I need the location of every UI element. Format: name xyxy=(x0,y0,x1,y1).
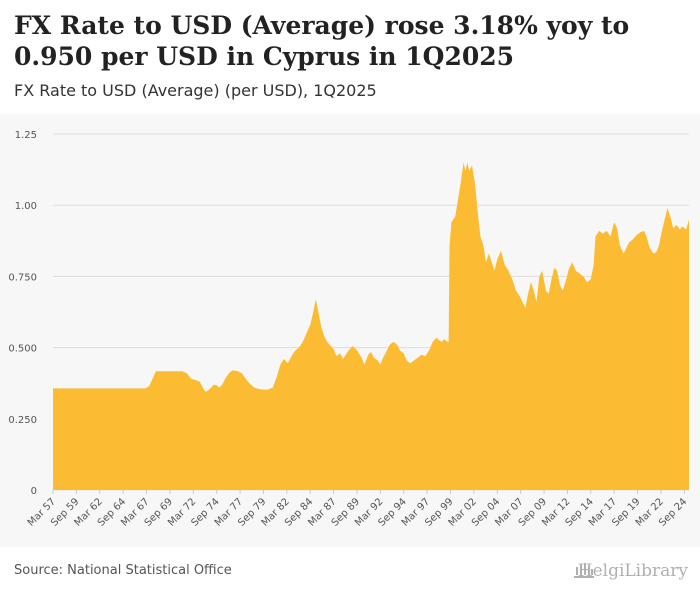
y-tick-label: 0.250 xyxy=(8,415,37,426)
y-tick-label: 0.750 xyxy=(8,272,37,283)
chart-subtitle: FX Rate to USD (Average) (per USD), 1Q20… xyxy=(14,81,377,100)
y-tick-label: 1.00 xyxy=(15,201,37,212)
source-note: Source: National Statistical Office xyxy=(14,563,232,578)
y-tick-label: 1.25 xyxy=(15,130,37,141)
series-area xyxy=(53,162,689,491)
brand-name: HelgiLibrary xyxy=(577,561,688,581)
series-area-fill xyxy=(53,162,689,491)
y-tick-label: 0.500 xyxy=(8,344,37,355)
y-axis: 0 0.250 0.500 0.750 1.00 1.25 xyxy=(8,130,37,497)
chart-title: FX Rate to USD (Average) rose 3.18% yoy … xyxy=(14,11,630,71)
brand-logo[interactable]: HelgiLibrary xyxy=(573,561,688,581)
chart-area: 0 0.250 0.500 0.750 1.00 1.25 Mar 57 Sep 59 Mar… xyxy=(0,114,700,547)
y-tick-label: 0 xyxy=(31,486,37,497)
